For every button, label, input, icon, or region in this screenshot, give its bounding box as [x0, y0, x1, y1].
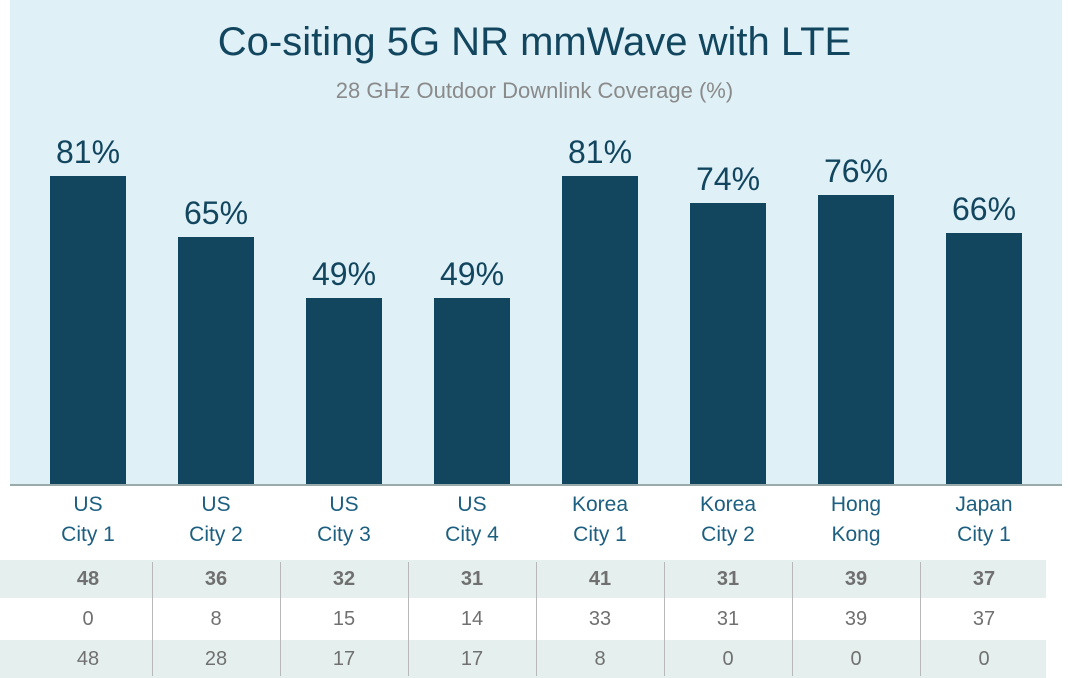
- table-cell: 0: [722, 648, 734, 670]
- bar: [50, 176, 126, 484]
- table-cell: 39: [844, 568, 868, 590]
- x-tick-label: Korea City 1: [571, 493, 629, 546]
- baseline: [10, 484, 1062, 486]
- table-cell: 0: [82, 608, 94, 630]
- bar: [690, 202, 766, 484]
- table-cell: 33: [588, 608, 612, 630]
- value-label: 49%: [439, 255, 505, 292]
- bar: [818, 195, 894, 484]
- table-cell: 0: [978, 648, 990, 670]
- table-row: [0, 640, 1046, 678]
- column-divider: [920, 562, 921, 676]
- value-label: 76%: [823, 153, 889, 190]
- bar: [562, 176, 638, 484]
- table-cell: 31: [460, 568, 484, 590]
- value-label: 65%: [183, 195, 249, 231]
- table-row: [0, 600, 1046, 638]
- column-divider: [152, 562, 153, 676]
- table-cell: 8: [210, 608, 222, 630]
- table-cell: 15: [332, 608, 356, 630]
- value-label: 74%: [695, 160, 761, 197]
- table-cell: 17: [332, 648, 356, 670]
- table-cell: 32: [332, 568, 356, 590]
- column-divider: [408, 562, 409, 676]
- table-cell: 17: [460, 648, 484, 670]
- table-cell: 37: [972, 568, 996, 590]
- x-tick-label: US City 3: [317, 493, 371, 546]
- chart-subtitle: 28 GHz Outdoor Downlink Coverage (%): [335, 78, 734, 103]
- column-divider: [664, 562, 665, 676]
- value-label: 81%: [567, 134, 633, 171]
- chart-panel: [10, 0, 1062, 484]
- column-divider: [792, 562, 793, 676]
- x-tick-label: Korea City 2: [699, 493, 757, 546]
- chart-title: Co-siting 5G NR mmWave with LTE: [217, 20, 852, 64]
- table-cell: 28: [204, 648, 228, 670]
- x-tick-label: Japan City 1: [955, 493, 1013, 546]
- value-label: 49%: [311, 255, 377, 292]
- value-label: 81%: [55, 134, 121, 171]
- bar: [306, 297, 382, 484]
- bar: [434, 297, 510, 484]
- column-divider: [280, 562, 281, 676]
- table-cell: 0: [850, 648, 862, 670]
- table-cell: 31: [716, 608, 740, 630]
- table-cell: 48: [76, 648, 100, 670]
- x-tick-label: US City 1: [61, 493, 115, 546]
- table-cell: 48: [76, 568, 100, 590]
- table-cell: 41: [588, 568, 612, 590]
- table-row: [0, 560, 1046, 598]
- value-label: 66%: [951, 191, 1017, 228]
- x-tick-label: US City 4: [445, 493, 499, 546]
- column-divider: [536, 562, 537, 676]
- x-tick-label: US City 2: [189, 493, 243, 546]
- bar: [178, 237, 254, 484]
- table-cell: 31: [716, 568, 740, 590]
- table-cell: 37: [972, 608, 996, 630]
- table-cell: 14: [460, 608, 484, 630]
- table-cell: 36: [204, 568, 228, 590]
- table-cell: 8: [594, 648, 606, 670]
- x-tick-label: Hong Kong: [830, 493, 882, 546]
- table-cell: 39: [844, 608, 868, 630]
- bar: [946, 233, 1022, 484]
